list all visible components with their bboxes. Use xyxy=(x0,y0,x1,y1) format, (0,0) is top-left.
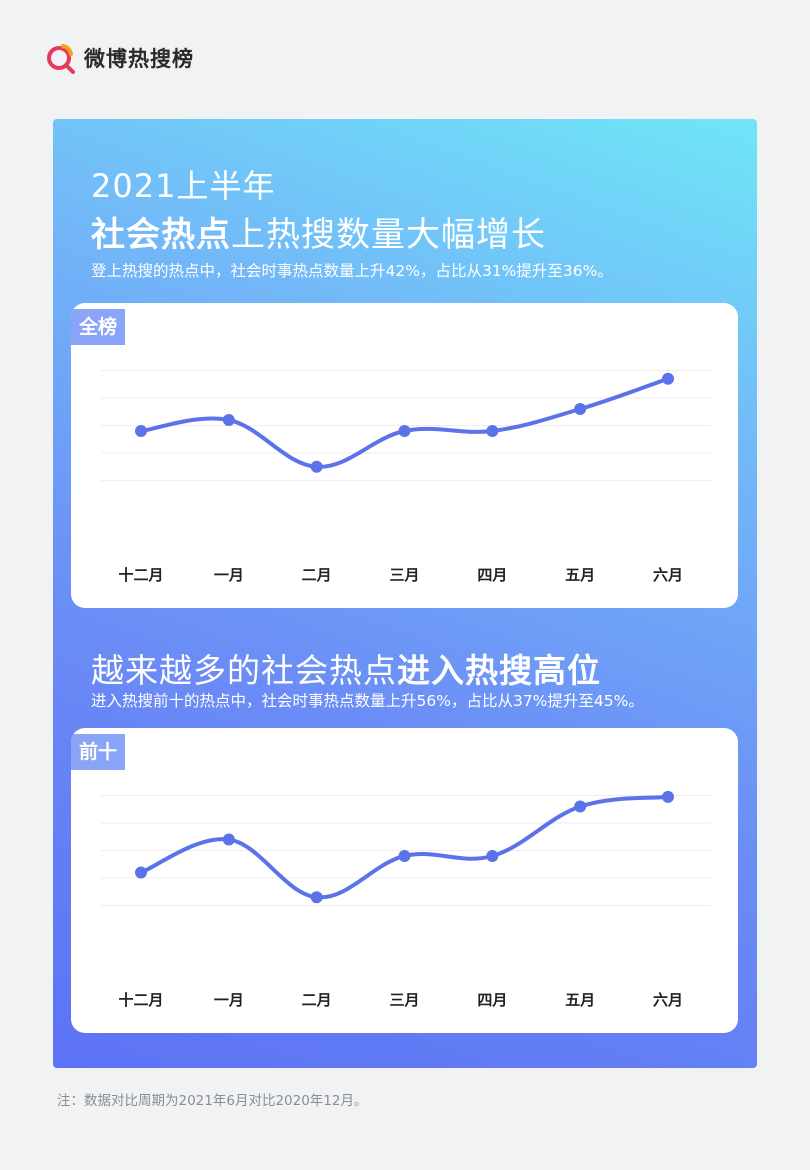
chart-tag-top10: 前十 xyxy=(71,734,126,770)
x-tick-label: 六月 xyxy=(653,566,683,584)
x-tick-label: 六月 xyxy=(653,991,683,1009)
data-point xyxy=(662,372,674,385)
main-title-bold: 社会热点 xyxy=(91,215,231,255)
section2-subtitle: 进入热搜前十的热点中，社会时事热点数量上升56%，占比从37%提升至45%。 xyxy=(91,692,644,710)
x-tick-label: 十二月 xyxy=(118,991,163,1009)
data-point xyxy=(222,414,235,426)
x-tick-label: 四月 xyxy=(477,991,507,1009)
series-line xyxy=(139,376,670,469)
footnote: 注：数据对比周期为2021年6月对比2020年12月。 xyxy=(57,1093,368,1109)
chart-panel-top10: 十二月 一月 二月 三月 四月 五月 六月 前十 xyxy=(71,728,738,1033)
data-point xyxy=(135,866,147,879)
section2-title: 越来越多的社会热点进入热搜高位 xyxy=(91,644,601,692)
data-point xyxy=(222,833,235,846)
x-tick-label: 十二月 xyxy=(118,566,163,584)
brand-name: 微博热搜榜 xyxy=(84,47,194,71)
data-point xyxy=(135,425,147,437)
data-point xyxy=(398,425,411,437)
x-tick-label: 一月 xyxy=(214,566,244,584)
data-point xyxy=(486,425,499,437)
line-chart-all: 十二月 一月 二月 三月 四月 五月 六月 xyxy=(101,370,711,584)
data-point xyxy=(398,850,411,862)
chart-tag-all: 全榜 xyxy=(71,309,126,345)
x-tick-label: 二月 xyxy=(302,991,332,1009)
section2-title-rest: 越来越多的社会热点 xyxy=(91,651,397,690)
main-title: 社会热点上热搜数量大幅增长 xyxy=(91,207,546,256)
x-tick-label: 三月 xyxy=(389,566,419,584)
main-subtitle: 登上热搜的热点中，社会时事热点数量上升42%，占比从31%提升至36%。 xyxy=(91,262,613,280)
x-tick-label: 一月 xyxy=(214,991,244,1009)
infographic-card: 2021上半年 社会热点上热搜数量大幅增长 登上热搜的热点中，社会时事热点数量上… xyxy=(53,119,757,1068)
main-title-rest: 上热搜数量大幅增长 xyxy=(231,215,546,255)
series-line xyxy=(139,794,670,900)
search-magnifier-logo-icon xyxy=(47,44,75,74)
data-point xyxy=(486,850,499,862)
data-point xyxy=(662,790,674,803)
section2-title-bold: 进入热搜高位 xyxy=(397,651,601,690)
x-tick-label: 二月 xyxy=(302,566,332,584)
data-point xyxy=(310,891,323,904)
chart-panel-all: 十二月 一月 二月 三月 四月 五月 六月 全榜 xyxy=(71,303,738,608)
x-tick-label: 三月 xyxy=(389,991,419,1009)
data-point xyxy=(574,403,587,415)
x-tick-label: 五月 xyxy=(565,566,595,584)
data-point xyxy=(310,460,323,473)
x-tick-label: 四月 xyxy=(477,566,507,584)
line-chart-top10: 十二月 一月 二月 三月 四月 五月 六月 xyxy=(101,790,711,1009)
data-point xyxy=(574,800,587,813)
x-tick-label: 五月 xyxy=(565,991,595,1009)
brand-header: 微博热搜榜 xyxy=(44,40,194,76)
year-title: 2021上半年 xyxy=(91,167,276,205)
